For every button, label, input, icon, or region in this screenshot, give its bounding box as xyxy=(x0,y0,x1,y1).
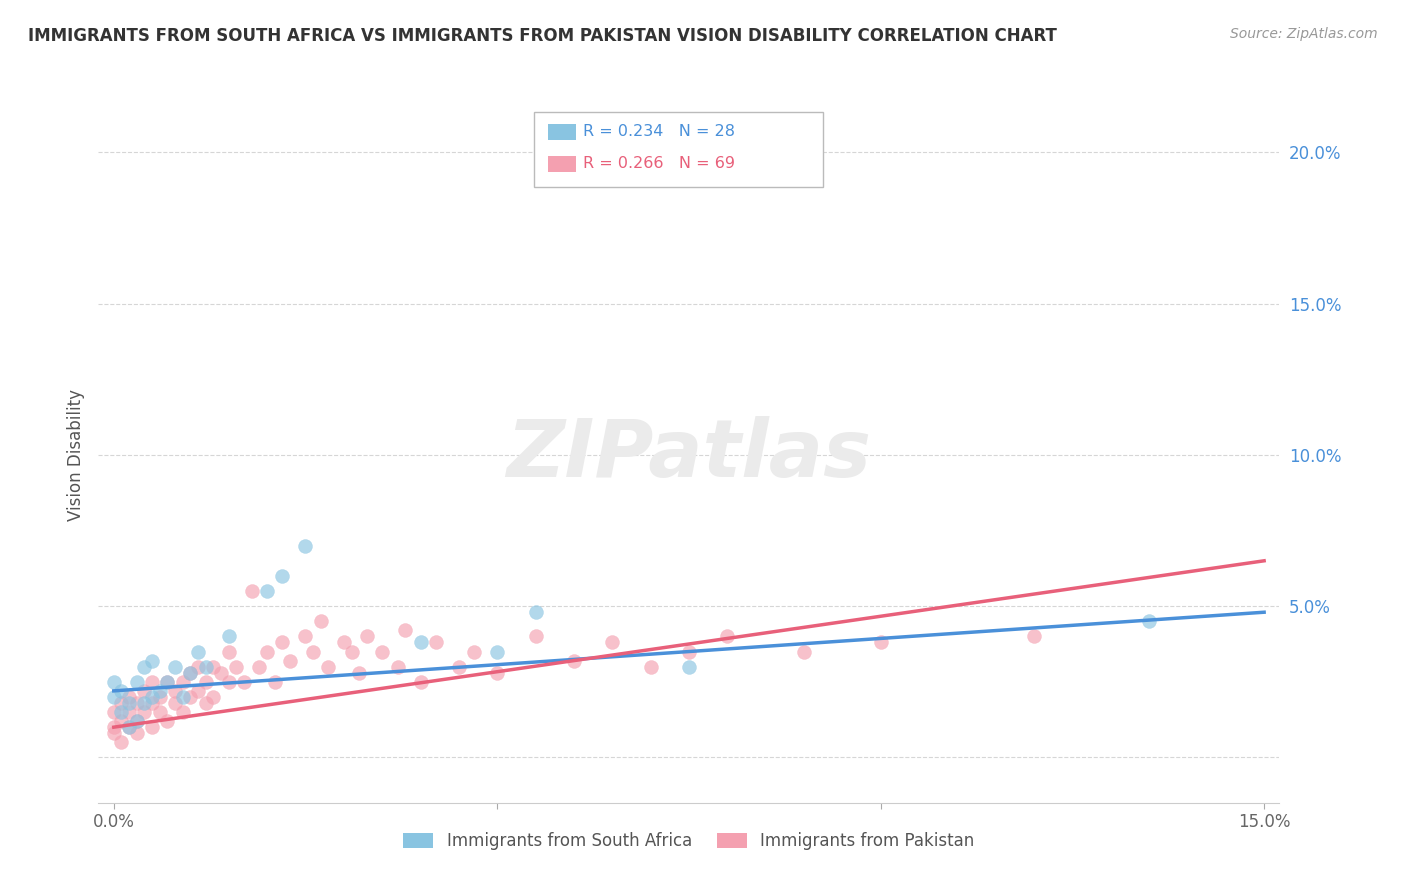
Text: R = 0.234   N = 28: R = 0.234 N = 28 xyxy=(583,124,735,138)
Text: ZIPatlas: ZIPatlas xyxy=(506,416,872,494)
Text: R = 0.266   N = 69: R = 0.266 N = 69 xyxy=(583,156,735,170)
Legend: Immigrants from South Africa, Immigrants from Pakistan: Immigrants from South Africa, Immigrants… xyxy=(396,826,981,857)
Y-axis label: Vision Disability: Vision Disability xyxy=(66,389,84,521)
Text: Source: ZipAtlas.com: Source: ZipAtlas.com xyxy=(1230,27,1378,41)
Text: IMMIGRANTS FROM SOUTH AFRICA VS IMMIGRANTS FROM PAKISTAN VISION DISABILITY CORRE: IMMIGRANTS FROM SOUTH AFRICA VS IMMIGRAN… xyxy=(28,27,1057,45)
